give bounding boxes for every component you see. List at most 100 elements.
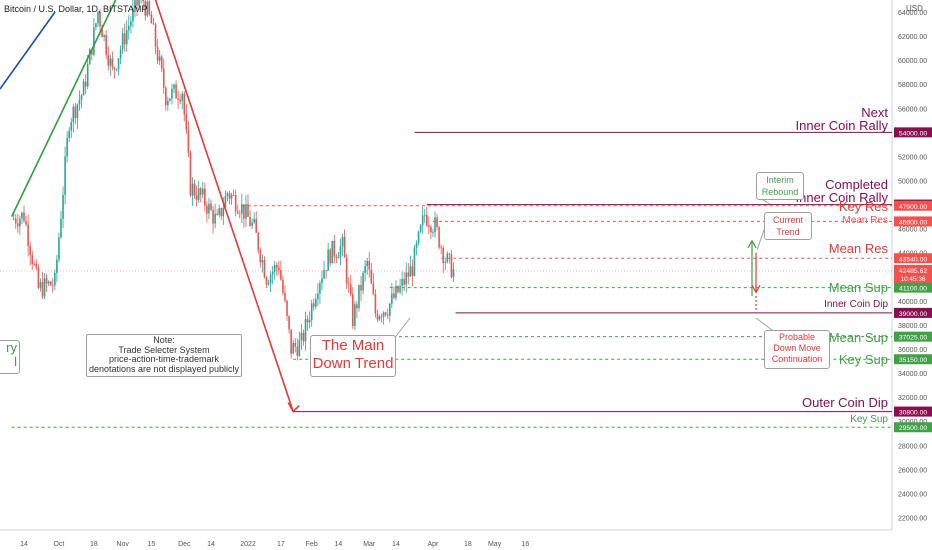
candle-body [442, 247, 445, 263]
label-mean-res-1: Mean Res [842, 215, 888, 226]
note-line3: denotations are not displayed publicly [88, 363, 240, 374]
candle-body [450, 254, 453, 278]
candle-body [64, 156, 66, 195]
candle-body [411, 266, 414, 276]
x-tick-label: 14 [392, 541, 400, 548]
candle-body [362, 272, 364, 291]
price-badge [894, 253, 932, 264]
x-tick-label: Nov [116, 541, 129, 548]
candle-body [111, 58, 114, 68]
candle-body [173, 84, 175, 89]
candle-body [319, 283, 321, 294]
candle-body [105, 35, 107, 55]
candle-body [278, 267, 280, 271]
candle-body [152, 23, 155, 25]
candle-body [167, 100, 169, 106]
note-box: Note: Trade Selecter System price-action… [86, 334, 242, 377]
x-tick-label: 16 [522, 541, 530, 548]
candle-body [179, 99, 181, 102]
candle-body [393, 293, 395, 298]
callout-current-line2: Trend [776, 227, 800, 237]
candle-body [214, 213, 216, 224]
callout-interim-line1: Interim [766, 175, 794, 185]
x-tick-label: 2022 [240, 541, 256, 548]
callout-probable-continuation: Probable Down Move Continuation [764, 330, 830, 369]
candle-body [43, 278, 46, 297]
candle-body [417, 231, 420, 244]
candle-body [54, 272, 56, 286]
x-tick-label: Dec [178, 541, 191, 548]
note-line2: price-action-time-trademark [108, 354, 220, 364]
candle-body [413, 247, 416, 276]
candle-body [33, 264, 36, 265]
callout-cut-left: ry l [0, 340, 20, 374]
candle-body [310, 303, 313, 321]
candle-body [66, 138, 68, 157]
candle-body [296, 346, 299, 356]
candle-body [325, 270, 327, 271]
y-tick-label: 52000.00 [898, 154, 927, 161]
candle-body [395, 285, 397, 298]
callout-cut-left-line1: ry [6, 340, 17, 355]
candle-body [56, 259, 58, 273]
callout-cut-left-line2: l [14, 354, 17, 369]
candle-body [243, 204, 245, 219]
price-badge-label: 43540.00 [899, 256, 928, 263]
y-tick-label: 34000.00 [898, 371, 927, 378]
candle-body [384, 312, 387, 315]
candle-body [356, 304, 358, 309]
candle-body [228, 193, 231, 199]
candle-body [109, 58, 112, 66]
x-tick-label: 14 [20, 541, 28, 548]
candle-body [425, 214, 428, 226]
label-mean-sup-1: Mean Sup [828, 280, 888, 295]
candle-body [304, 319, 307, 342]
callout-probable-line1: Probable [778, 332, 816, 342]
price-badge [894, 282, 932, 293]
y-tick-label: 38000.00 [898, 323, 927, 330]
label-completed-line2: Inner Coin Rally [795, 190, 889, 205]
candle-body [162, 68, 165, 88]
candle-body [321, 278, 323, 284]
x-tick-label: 18 [90, 541, 98, 548]
current-price-label: 42485.62 [899, 268, 928, 275]
candle-body [399, 285, 401, 293]
candle-body [409, 266, 412, 277]
candle-body [58, 237, 60, 260]
candle-body [142, 0, 144, 2]
y-tick-label: 64000.00 [898, 10, 927, 17]
candle-body [423, 214, 426, 216]
y-tick-label: 28000.00 [898, 443, 927, 450]
candle-body [345, 257, 348, 284]
candle-body [370, 269, 373, 284]
candle-body [88, 49, 91, 65]
callout-current-line1: Current [772, 215, 803, 225]
candle-body [160, 56, 163, 69]
candle-body [290, 329, 292, 354]
rebound-arrowhead [747, 239, 757, 249]
label-key-sup-2: Key Sup [850, 414, 888, 425]
price-badge [894, 307, 932, 318]
candle-body [407, 272, 410, 277]
candle-body [177, 98, 179, 100]
candle-body [300, 332, 303, 340]
candle-body [434, 217, 436, 233]
candle-body [251, 222, 253, 226]
candle-body [265, 277, 268, 285]
candle-body [253, 218, 255, 223]
candle-body [204, 188, 206, 206]
price-badge [894, 422, 932, 433]
candle-body [259, 250, 262, 263]
candle-body [107, 54, 110, 66]
candle-body [415, 243, 418, 248]
x-tick-label: Oct [53, 541, 64, 548]
candle-body [226, 193, 229, 197]
label-key-sup-1: Key Sup [838, 352, 888, 367]
candle-body [39, 282, 42, 288]
candle-body [103, 35, 105, 38]
candle-body [241, 204, 243, 214]
price-badge-label: 35150.00 [899, 357, 928, 364]
candle-body [327, 249, 329, 271]
candle-body [452, 269, 455, 278]
